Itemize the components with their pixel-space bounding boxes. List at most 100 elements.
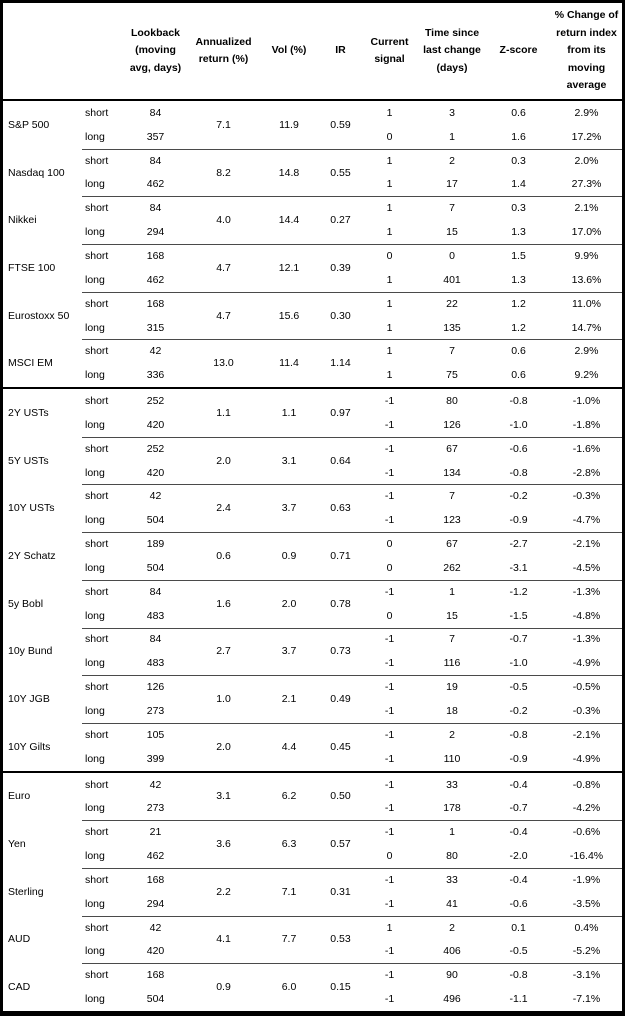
lookback-column: 168 294 [122, 868, 189, 916]
time-short-value: 2 [449, 154, 455, 167]
time-short-value: 7 [449, 490, 455, 503]
pct-long-value: -1.8% [572, 418, 601, 431]
asset-name: Nikkei [8, 214, 37, 227]
time-since-change-column: 33 178 [418, 773, 486, 821]
time-long-value: 110 [443, 752, 461, 765]
z-score-column: -0.2 -0.9 [486, 484, 551, 532]
lookback-column: 84 483 [122, 628, 189, 676]
current-signal-column: -1 -1 [361, 868, 418, 916]
asset-group-row: AUD short long 42 420 4.1 7.7 0.53 1 -1 … [3, 915, 622, 964]
asset-section: S&P 500 short long 84 357 7.1 11.9 0.59 … [3, 101, 622, 387]
pct-long-value: 17.0% [571, 226, 602, 239]
pct-change-column: 2.9% 9.2% [551, 339, 622, 387]
asset-name: MSCI EM [8, 357, 53, 370]
zscore-short-value: -0.6 [509, 442, 528, 455]
signal-short-value: -1 [384, 778, 395, 791]
signal-long-value: 1 [386, 273, 393, 286]
zscore-long-value: -2.0 [509, 850, 528, 863]
lookback-short-value: 42 [149, 778, 162, 791]
lookback-short-value: 42 [149, 490, 162, 503]
lookback-long-value: 504 [146, 561, 165, 574]
horizon-label-long: long [85, 321, 105, 334]
pct-change-column: -1.3% -4.8% [551, 580, 622, 628]
pct-short-value: -2.1% [572, 538, 601, 551]
pct-long-value: -16.4% [569, 850, 604, 863]
z-score-column: -2.7 -3.1 [486, 532, 551, 580]
asset-group-row: Eurostoxx 50 short long 168 315 4.7 15.6… [3, 291, 622, 340]
horizon-label-short: short [85, 826, 109, 839]
time-short-value: 3 [449, 106, 455, 119]
zscore-long-value: -0.5 [509, 945, 528, 958]
time-since-change-column: 33 41 [418, 868, 486, 916]
annualized-return-value: 13.0 [213, 357, 234, 370]
lookback-long-value: 399 [146, 752, 165, 765]
time-short-value: 0 [449, 249, 455, 262]
time-short-value: 7 [449, 202, 455, 215]
pct-change-column: 9.9% 13.6% [551, 244, 622, 292]
pct-short-value: 0.4% [574, 921, 599, 934]
ir-value: 0.59 [330, 118, 351, 131]
lookback-long-value: 504 [146, 993, 165, 1006]
lookback-column: 189 504 [122, 532, 189, 580]
asset-group-row: Nasdaq 100 short long 84 462 8.2 14.8 0.… [3, 148, 622, 197]
horizon-label-long: long [85, 850, 105, 863]
current-signal-column: -1 -1 [361, 723, 418, 771]
vol-value: 6.2 [281, 790, 297, 803]
time-long-value: 126 [443, 418, 461, 431]
time-long-value: 123 [443, 514, 461, 527]
vol-value: 1.1 [281, 406, 297, 419]
annualized-return-value: 3.1 [216, 790, 231, 803]
horizon-label-long: long [85, 130, 105, 143]
lookback-column: 42 336 [122, 339, 189, 387]
signal-long-value: 0 [386, 609, 393, 622]
time-short-value: 67 [446, 538, 458, 551]
annualized-return-value: 1.1 [216, 406, 231, 419]
lookback-short-value: 168 [146, 873, 165, 886]
vol-value: 4.4 [281, 740, 297, 753]
vol-value: 14.4 [278, 214, 300, 227]
annualized-return-value: 4.7 [216, 309, 231, 322]
horizon-label-long: long [85, 802, 105, 815]
time-since-change-column: 7 75 [418, 339, 486, 387]
horizon-label-short: short [85, 778, 109, 791]
pct-long-value: -4.8% [572, 609, 601, 622]
lookback-long-value: 420 [146, 466, 165, 479]
lookback-long-value: 357 [146, 130, 165, 143]
horizon-label-long: long [85, 657, 105, 670]
pct-short-value: 2.1% [574, 202, 599, 215]
pct-change-column: -0.8% -4.2% [551, 773, 622, 821]
ir-value: 1.14 [330, 357, 351, 370]
zscore-short-value: -0.8 [509, 728, 528, 741]
annualized-return-value: 2.0 [216, 454, 231, 467]
asset-group-row: Sterling short long 168 294 2.2 7.1 0.31… [3, 867, 622, 916]
signal-long-value: -1 [384, 514, 395, 527]
signal-short-value: -1 [384, 442, 395, 455]
z-score-column: -0.5 -0.2 [486, 675, 551, 723]
time-since-change-column: 19 18 [418, 675, 486, 723]
z-score-column: 0.1 -0.5 [486, 916, 551, 964]
vol-value: 15.6 [278, 309, 300, 322]
asset-name: AUD [8, 933, 31, 946]
asset-name: 10Y USTs [8, 502, 55, 515]
lookback-column: 21 462 [122, 820, 189, 868]
lookback-column: 84 483 [122, 580, 189, 628]
lookback-long-value: 483 [146, 657, 165, 670]
time-short-value: 90 [446, 969, 458, 982]
pct-short-value: 2.0% [574, 154, 599, 167]
ir-value: 0.97 [330, 406, 351, 419]
zscore-long-value: 1.6 [511, 130, 526, 143]
time-short-value: 33 [446, 873, 458, 886]
pct-short-value: 2.9% [574, 345, 599, 358]
lookback-long-value: 294 [146, 897, 165, 910]
current-signal-column: 1 1 [361, 149, 418, 197]
pct-long-value: 17.2% [571, 130, 602, 143]
lookback-column: 42 420 [122, 916, 189, 964]
asset-name: 2Y USTs [8, 406, 49, 419]
time-long-value: 1 [449, 130, 455, 143]
pct-short-value: -1.3% [572, 585, 601, 598]
time-since-change-column: 67 262 [418, 532, 486, 580]
vol-value: 7.7 [281, 933, 297, 946]
pct-long-value: -4.9% [572, 752, 601, 765]
horizon-label-long: long [85, 945, 105, 958]
time-since-change-column: 80 126 [418, 389, 486, 437]
